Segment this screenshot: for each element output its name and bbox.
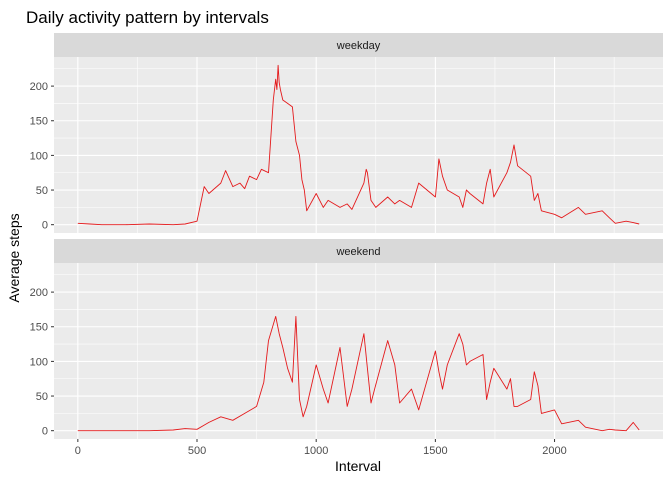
y-tick-label: 200: [30, 81, 48, 93]
x-tick-label: 500: [188, 445, 206, 457]
facet-strip-label-weekend: weekend: [335, 246, 380, 258]
y-tick-label: 50: [36, 185, 48, 197]
series-line-weekend: [77, 315, 640, 432]
y-tick-label: 0: [42, 426, 48, 438]
series-line-weekday: [77, 64, 640, 226]
facet-strip-weekday: [54, 33, 663, 57]
x-tick-label: 1000: [304, 445, 328, 457]
y-tick-label: 150: [30, 322, 48, 334]
panel-background-weekend: [54, 263, 663, 439]
facet-strip-weekend: [54, 239, 663, 263]
y-tick-label: 50: [36, 391, 48, 403]
chart-title: Daily activity pattern by intervals: [26, 8, 269, 27]
x-tick-label: 2000: [542, 445, 566, 457]
y-tick-label: 100: [30, 356, 48, 368]
y-tick-label: 0: [42, 220, 48, 232]
y-axis-title: Average steps: [6, 213, 22, 302]
y-tick-label: 150: [30, 116, 48, 128]
facet-strip-label-weekday: weekday: [336, 40, 381, 52]
x-axis-title: Interval: [335, 458, 381, 474]
panel-background-weekday: [54, 57, 663, 233]
y-tick-label: 200: [30, 287, 48, 299]
y-tick-label: 100: [30, 150, 48, 162]
x-tick-label: 1500: [423, 445, 447, 457]
x-tick-label: 0: [75, 445, 81, 457]
